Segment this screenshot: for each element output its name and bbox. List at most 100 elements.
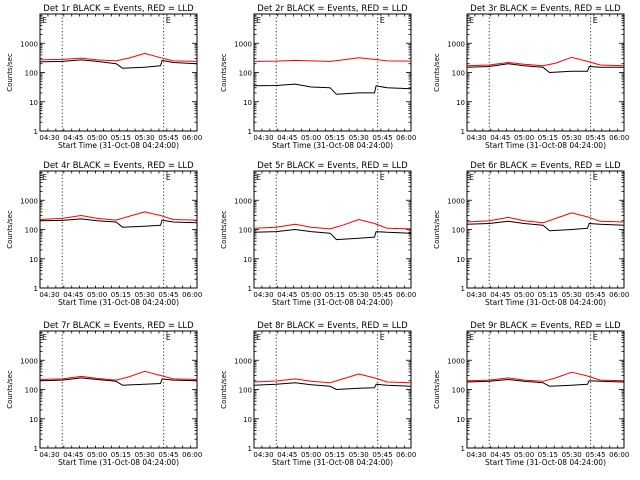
x-tick-label: 04:30 [39,451,59,459]
det-4r-panel: Det 4r BLACK = Events, RED = LLD 1000 100 1… [6,161,202,307]
y-tick-label: 1 [248,128,252,136]
y-tick-label: 10 [29,99,38,107]
x-axis-label: Start Time (31-Oct-08 04:24:00) [272,141,393,150]
plot-frame [39,13,198,132]
x-axis-label: Start Time (31-Oct-08 04:24:00) [58,458,179,467]
x-tick-label: 05:15 [111,134,131,142]
x-tick-label: 05:00 [301,451,321,459]
x-tick-label: 04:30 [466,451,486,459]
x-tick-label: 05:30 [135,134,155,142]
y-tick-label: 1000 [447,40,465,48]
events-series-line [466,63,624,73]
x-tick-label: 05:00 [301,291,321,299]
event-flag-label: E [593,333,598,342]
x-tick-label: 06:00 [609,134,629,142]
x-tick-label: 04:45 [490,451,510,459]
x-tick-label: 04:30 [466,291,486,299]
det-2r-panel: Det 2r BLACK = Events, RED = LLD 1000 100 1… [220,4,416,150]
chart-title: Det 2r BLACK = Events, RED = LLD [257,4,408,14]
y-tick-label: 1000 [20,40,38,48]
x-tick-label: 05:30 [135,291,155,299]
lld-series-line [253,219,412,230]
x-axis-label: Start Time (31-Oct-08 04:24:00) [58,298,179,307]
y-tick-label: 100 [239,387,252,395]
plot-frame [253,170,412,289]
det-6r-panel: Det 6r BLACK = Events, RED = LLD 1000 100 1… [433,161,629,307]
x-tick-label: 05:45 [372,451,392,459]
y-tick-label: 1 [461,285,465,293]
event-flag-label: E [42,16,47,25]
chart-title: Det 5r BLACK = Events, RED = LLD [257,161,408,171]
y-tick-label: 100 [239,70,252,78]
lld-series-line [466,371,625,382]
x-tick-label: 05:30 [349,134,369,142]
y-tick-label: 1 [461,128,465,136]
y-tick-label: 100 [452,387,465,395]
events-series-line [39,377,198,386]
event-flag-label: E [380,16,385,25]
det-1r-panel: Det 1r BLACK = Events, RED = LLD 1000 100 1… [6,4,202,150]
y-axis-label: Counts/sec [220,370,228,409]
y-axis-label: Counts/sec [220,210,228,249]
x-tick-label: 05:45 [372,134,392,142]
y-tick-label: 1 [34,128,38,136]
x-axis-label: Start Time (31-Oct-08 04:24:00) [272,458,393,467]
event-flag-label: E [380,333,385,342]
y-tick-label: 10 [456,256,465,264]
x-tick-label: 04:45 [63,451,83,459]
plot-frame [466,170,625,289]
x-tick-label: 04:30 [253,134,273,142]
plot-frame [253,13,412,132]
x-axis-label: Start Time (31-Oct-08 04:24:00) [485,458,606,467]
det-3r-panel: Det 3r BLACK = Events, RED = LLD 1000 100 1… [433,4,629,150]
x-tick-label: 06:00 [396,134,416,142]
x-tick-label: 04:30 [253,291,273,299]
event-flag-label: E [166,16,171,25]
event-flag-label: E [256,173,261,182]
y-tick-label: 1000 [234,40,252,48]
x-tick-label: 05:30 [349,291,369,299]
y-tick-label: 10 [29,416,38,424]
x-tick-label: 05:00 [514,451,534,459]
x-tick-label: 05:45 [158,291,178,299]
y-axis-label: Counts/sec [6,210,14,249]
chart-title: Det 6r BLACK = Events, RED = LLD [470,161,621,171]
lld-series-line [39,52,198,62]
x-tick-label: 04:45 [63,134,83,142]
lld-series-line [39,370,198,381]
event-flag-label: E [256,333,261,342]
x-tick-label: 05:00 [514,134,534,142]
y-tick-label: 10 [243,99,252,107]
plot-frame [466,330,625,449]
y-tick-label: 1000 [20,357,38,365]
chart-title: Det 1r BLACK = Events, RED = LLD [43,4,194,14]
y-tick-label: 100 [25,70,38,78]
x-tick-label: 06:00 [396,451,416,459]
events-series-line [39,59,198,69]
y-tick-label: 1 [34,285,38,293]
x-tick-label: 05:45 [158,451,178,459]
x-tick-label: 06:00 [182,134,202,142]
x-tick-label: 05:30 [562,451,582,459]
x-tick-label: 04:45 [277,451,297,459]
events-series-line [466,379,625,387]
x-tick-label: 05:45 [158,134,178,142]
lld-series-line [253,373,412,384]
chart-title: Det 7r BLACK = Events, RED = LLD [43,321,194,331]
events-series-line [39,218,198,228]
x-tick-label: 04:30 [39,134,59,142]
x-tick-label: 05:15 [111,291,131,299]
x-tick-label: 05:30 [562,134,582,142]
y-tick-label: 10 [456,416,465,424]
chart-title: Det 4r BLACK = Events, RED = LLD [43,161,194,171]
x-tick-label: 06:00 [182,291,202,299]
y-tick-label: 1 [248,285,252,293]
event-flag-label: E [469,333,474,342]
event-flag-label: E [166,333,171,342]
x-tick-label: 05:00 [87,291,107,299]
event-flag-label: E [469,173,474,182]
y-axis-label: Counts/sec [6,53,14,92]
x-tick-label: 05:15 [538,451,558,459]
events-series-line [466,220,625,232]
